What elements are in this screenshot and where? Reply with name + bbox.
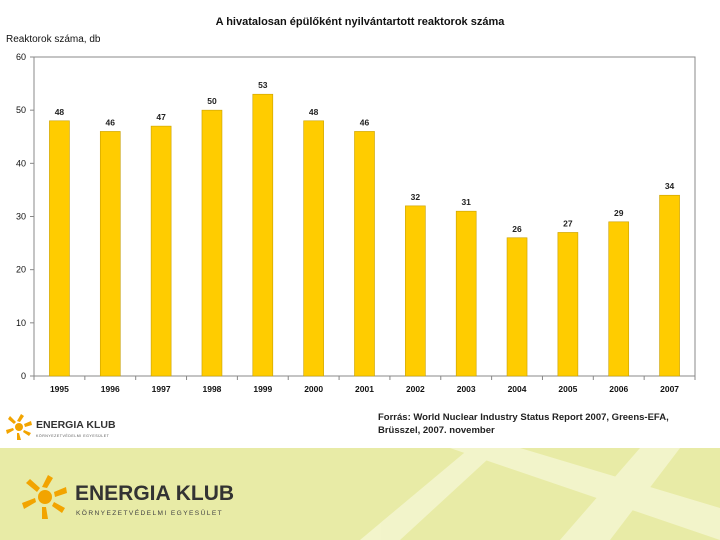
x-tick-label: 2000 — [304, 384, 323, 394]
brand-name: ENERGIA KLUB — [75, 482, 234, 505]
bar-2004 — [506, 237, 528, 377]
x-tick-label: 2004 — [508, 384, 527, 394]
x-tick-label: 2001 — [355, 384, 374, 394]
y-tick-label: 10 — [16, 318, 26, 328]
x-tick-label: 2003 — [457, 384, 476, 394]
x-tick-label: 2002 — [406, 384, 425, 394]
bars: 48 46 47 50 53 48 46 32 31 26 27 29 34 — [49, 80, 680, 377]
sun-icon — [6, 414, 32, 440]
bar-2001 — [354, 131, 375, 377]
bar-1999 — [252, 93, 274, 377]
footer-band — [0, 448, 720, 540]
data-label: 48 — [55, 107, 65, 117]
data-label: 26 — [512, 224, 522, 234]
x-tick-label: 2007 — [660, 384, 679, 394]
brand-tagline: KÖRNYEZETVÉDELMI EGYESÜLET — [76, 508, 223, 517]
bar-2000 — [303, 120, 324, 377]
data-label: 47 — [156, 112, 166, 122]
y-tick-label: 30 — [16, 212, 26, 222]
data-label: 29 — [614, 208, 624, 218]
x-tick-label: 2006 — [609, 384, 628, 394]
y-tick-label: 50 — [16, 105, 26, 115]
data-label: 31 — [461, 197, 471, 207]
footer-decoration — [360, 448, 720, 540]
data-label: 27 — [563, 218, 573, 228]
bar-2002 — [405, 205, 426, 377]
bar-2006 — [608, 221, 630, 377]
bar-2003 — [455, 210, 477, 377]
bar-2007 — [659, 194, 680, 377]
x-tick-label: 1996 — [101, 384, 120, 394]
data-label: 53 — [258, 80, 268, 90]
bar-1998 — [201, 109, 223, 377]
sun-icon — [22, 475, 67, 519]
y-tick-label: 20 — [16, 265, 26, 275]
x-axis: 1995 1996 1997 1998 1999 2000 2001 2002 2003 2004… — [33, 376, 696, 394]
chart-title: A hivatalosan épülőként nyilvántartott r… — [215, 16, 505, 28]
x-tick-label: 1997 — [152, 384, 171, 394]
y-tick-label: 40 — [16, 158, 26, 168]
y-tick-label: 0 — [21, 371, 26, 381]
data-label: 34 — [665, 181, 675, 191]
data-label: 46 — [106, 117, 116, 127]
bar-1995 — [49, 120, 70, 377]
y-tick-label: 60 — [16, 52, 26, 62]
y-axis: 0 10 20 30 40 50 60 — [16, 52, 34, 381]
source-line-1: Forrás: World Nuclear Industry Status Re… — [378, 412, 669, 423]
bar-chart: 0 10 20 30 40 50 60 48 46 47 50 53 48 46 32 31 26 27 29 34… — [16, 52, 696, 394]
x-tick-label: 1999 — [253, 384, 272, 394]
source-line-2: Brüsszel, 2007. november — [378, 425, 495, 436]
source-note: Forrás: World Nuclear Industry Status Re… — [378, 411, 669, 437]
data-label: 32 — [411, 192, 421, 202]
energia-klub-logo-small: ENERGIA KLUB KÖRNYEZETVÉDELMI EGYESÜLET — [6, 412, 136, 447]
brand-tagline-small: KÖRNYEZETVÉDELMI EGYESÜLET — [36, 433, 110, 438]
x-tick-label: 1998 — [203, 384, 222, 394]
energia-klub-logo: ENERGIA KLUB KÖRNYEZETVÉDELMI EGYESÜLET — [20, 472, 280, 527]
data-label: 46 — [360, 117, 370, 127]
bar-1997 — [150, 125, 172, 377]
brand-name-small: ENERGIA KLUB — [36, 419, 116, 431]
y-axis-label: Reaktorok száma, db — [6, 34, 101, 45]
bar-2005 — [557, 232, 579, 377]
x-tick-label: 1995 — [50, 384, 69, 394]
data-label: 48 — [309, 107, 319, 117]
data-label: 50 — [207, 96, 217, 106]
bar-1996 — [99, 131, 121, 377]
x-tick-label: 2005 — [558, 384, 577, 394]
